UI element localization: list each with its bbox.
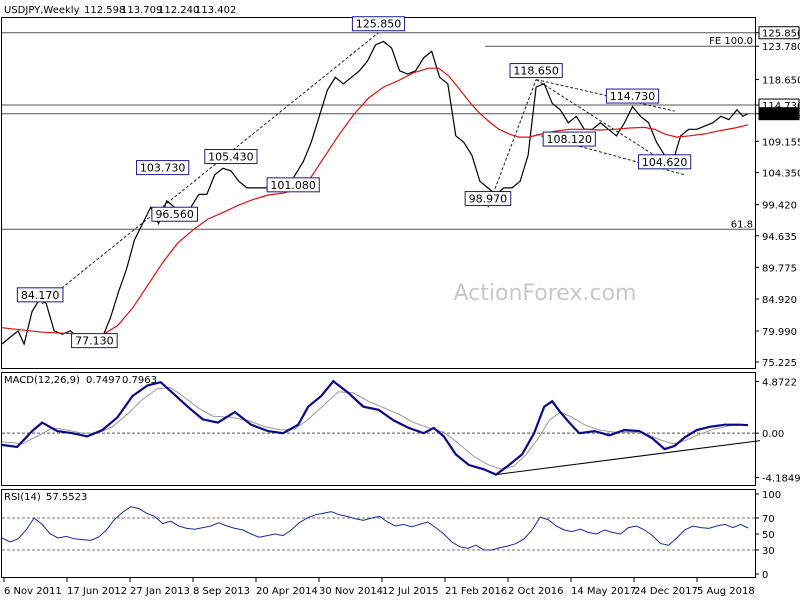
macd-y-axis: 4.8722 0.00 -4.1849 (755, 377, 800, 485)
price-line-series (1, 40, 749, 348)
price-level-label-box (71, 333, 118, 349)
macd-trendline (495, 440, 761, 476)
macd-signal-series (1, 387, 749, 470)
price-level-label-box (204, 149, 258, 165)
price-y-tick-label: 114.730 (762, 101, 800, 112)
x-tick-label: 20 Apr 2014 (256, 586, 318, 597)
price-level-label: 105.430 (208, 151, 254, 164)
price-trendline (535, 79, 665, 163)
price-y-tick-box (758, 26, 800, 40)
price-y-tick-label: 89.775 (762, 263, 797, 274)
rsi-value: 57.5523 (46, 492, 87, 503)
macd-series-group (1, 379, 761, 476)
rsi-series-group (1, 506, 749, 551)
macd-line-series (1, 379, 749, 476)
price-close-value: 113.402 (195, 5, 236, 16)
x-tick-label: 2 Oct 2016 (508, 586, 563, 597)
rsi-y-axis: 100 70 50 30 0 (755, 490, 781, 581)
macd-title: MACD(12,26,9) 0.7497 0.7963 (4, 375, 157, 386)
price-y-tick-label: 99.420 (762, 201, 797, 212)
macd-plot-frame (1, 372, 756, 486)
watermark: ActionForex.com (454, 281, 637, 306)
macd-signal-value: 0.7963 (122, 375, 157, 386)
price-y-tick-label: 123.780 (762, 42, 800, 53)
price-panel: USDJPY,Weekly 112.598 113.709 112.240 11… (1, 5, 800, 369)
rsi-reference-lines (2, 517, 755, 551)
rsi-title-label: RSI(14) (4, 492, 41, 503)
price-trendline (41, 32, 379, 305)
price-level-label: 108.120 (547, 133, 593, 146)
rsi-panel: RSI(14) 57.5523 100 70 50 30 0 (1, 489, 781, 581)
price-level-label: 96.560 (155, 208, 194, 221)
price-level-label-box (464, 191, 512, 207)
price-level-label-box (542, 131, 596, 147)
rsi-line-series (1, 506, 749, 551)
x-tick-label: 30 Nov 2014 (319, 586, 383, 597)
rsi-y-tick-label: 70 (762, 514, 775, 525)
macd-panel: MACD(12,26,9) 0.7497 0.7963 4.8722 0.00 -4… (1, 372, 800, 486)
price-horizontal-line-label: FE 100.0 (709, 36, 753, 47)
x-tick-label: 21 Feb 2016 (445, 586, 507, 597)
price-y-tick-label: 79.990 (762, 327, 797, 338)
price-y-tick-label: 75.225 (762, 358, 797, 369)
x-tick-label: 8 Sep 2013 (193, 586, 250, 597)
x-tick-label: 14 May 2017 (571, 586, 636, 597)
macd-y-tick-label: 0.00 (762, 429, 784, 440)
rsi-y-tick-label: 50 (762, 530, 775, 541)
rsi-y-tick-label: 30 (762, 546, 775, 557)
price-y-tick-label: 109.155 (762, 137, 800, 148)
price-level-label-box (151, 206, 198, 222)
time-x-axis: 6 Nov 2011 17 Jun 2012 27 Jan 2013 8 Sep 20… (3, 578, 755, 597)
price-level-label: 101.080 (270, 179, 316, 192)
x-tick-label: 5 Aug 2018 (697, 586, 755, 597)
price-y-tick-label: 118.650 (762, 76, 800, 87)
price-level-label: 98.970 (469, 193, 508, 206)
price-level-label: 103.730 (140, 162, 186, 175)
price-low-value: 112.240 (158, 5, 199, 16)
price-trendline (487, 79, 537, 208)
macd-title-label: MACD(12,26,9) (4, 375, 80, 386)
price-series-group (1, 40, 749, 348)
price-y-tick-box (758, 107, 800, 121)
price-level-label: 77.130 (75, 335, 114, 348)
price-y-tick-label: 84.920 (762, 295, 797, 306)
price-level-label: 84.170 (21, 289, 60, 302)
x-tick-label: 27 Jan 2013 (130, 586, 190, 597)
price-y-tick-label: 113.402 (762, 110, 800, 121)
price-ohlc-readout: 112.598 113.709 112.240 113.402 (84, 5, 236, 16)
x-tick-label: 24 Dec 2017 (634, 586, 698, 597)
price-panel-symbol: USDJPY,Weekly (4, 5, 80, 16)
moving-average-series (1, 67, 749, 336)
price-trendline (536, 79, 675, 112)
price-level-label-box (605, 88, 660, 104)
price-high-value: 113.709 (121, 5, 162, 16)
macd-value: 0.7497 (86, 375, 121, 386)
price-level-label: 114.730 (610, 90, 656, 103)
macd-y-tick-label: 4.8722 (762, 377, 797, 388)
price-horizontal-line-label: 61.8 (731, 219, 753, 230)
price-level-label-box (638, 154, 692, 170)
price-level-labels: 125.850 118.650 114.730 108.120 104.620 105.4… (16, 16, 692, 349)
price-y-tick-label: 104.350 (762, 169, 800, 180)
price-level-label-box (16, 287, 64, 303)
price-level-label: 104.620 (642, 156, 688, 169)
rsi-y-tick-label: 0 (762, 570, 768, 581)
macd-y-tick-label: -4.1849 (762, 474, 800, 485)
price-level-label-box (266, 177, 320, 193)
price-level-label: 118.650 (513, 65, 559, 78)
price-open-value: 112.598 (84, 5, 125, 16)
price-level-label-box (136, 160, 190, 176)
price-level-label: 125.850 (356, 18, 402, 31)
x-tick-label: 12 Jul 2015 (382, 586, 439, 597)
price-level-label-box (351, 16, 406, 32)
x-tick-label: 6 Nov 2011 (4, 586, 62, 597)
price-y-tick-label: 125.850 (762, 29, 800, 40)
rsi-y-tick-label: 100 (762, 490, 781, 501)
price-y-tick-label: 94.635 (762, 232, 797, 243)
price-level-label-box (509, 63, 563, 79)
rsi-title: RSI(14) 57.5523 (4, 492, 87, 503)
x-tick-label: 17 Jun 2012 (67, 586, 127, 597)
